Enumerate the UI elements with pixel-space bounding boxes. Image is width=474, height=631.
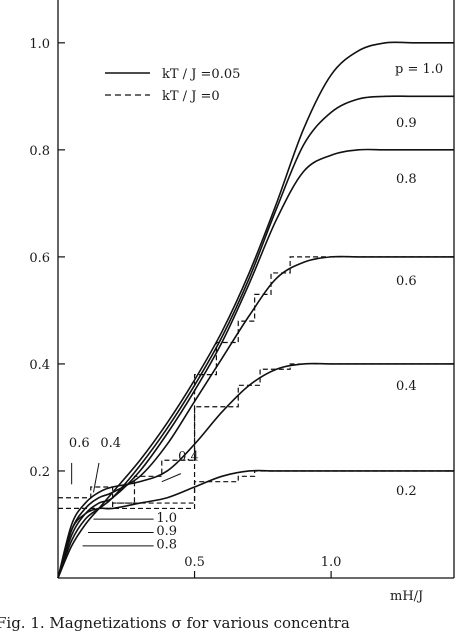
curve-dashed-7 — [58, 363, 454, 510]
y-tick-label-3: 0.8 — [29, 144, 50, 159]
legend-label-kt0: kT / J =0 — [162, 89, 220, 104]
curve-dashed-8 — [58, 470, 454, 510]
leader-line-2 — [161, 473, 182, 483]
curve-solid-1 — [57, 95, 454, 579]
figure-caption: Fig. 1. Magnetizations σ for various con… — [0, 614, 350, 631]
y-tick-label-4: 1.0 — [29, 37, 50, 52]
legend: kT / J =0.05 kT / J =0 — [105, 67, 240, 104]
ticks: 0.2 0.4 0.6 0.8 1.0 0.5 1.0 — [29, 37, 454, 578]
curve-label-p06: 0.6 — [396, 274, 417, 289]
x-tick-label-1: 1.0 — [321, 555, 342, 570]
y-tick-label-0: 0.2 — [29, 465, 50, 480]
axes — [57, 0, 455, 579]
curve-labels: p = 1.0 0.9 0.8 0.6 0.4 0.2 — [395, 62, 443, 499]
curve-solid-2 — [57, 148, 454, 579]
curve-solid-0 — [57, 41, 454, 579]
y-tick-label-2: 0.6 — [29, 251, 50, 266]
annotation-label-1: 0.4 — [100, 436, 121, 451]
y-tick-label-1: 0.4 — [29, 358, 50, 373]
curve-label-p02: 0.2 — [396, 484, 417, 499]
leader-line-1 — [93, 462, 100, 493]
annotations: 0.6 0.4 0.4 1.00.90.8 — [69, 436, 199, 553]
curve-solid-3 — [57, 255, 454, 579]
annotation-label-3: 1.0 — [156, 511, 177, 526]
curve-label-p09: 0.9 — [396, 116, 417, 131]
curve-label-p1: p = 1.0 — [395, 62, 443, 77]
annotation-label-0: 0.6 — [69, 436, 90, 451]
annotation-label-5: 0.8 — [156, 538, 177, 553]
annotation-label-2: 0.4 — [178, 449, 199, 464]
annotation-label-4: 0.9 — [156, 524, 177, 539]
curve-label-p04: 0.4 — [396, 379, 417, 394]
x-axis-label: mH/J — [390, 589, 423, 604]
curves — [57, 41, 455, 579]
x-tick-label-0: 0.5 — [184, 555, 205, 570]
curve-dashed-6 — [58, 256, 454, 504]
curve-label-p08: 0.8 — [396, 172, 417, 187]
legend-label-kt005: kT / J =0.05 — [162, 67, 240, 82]
